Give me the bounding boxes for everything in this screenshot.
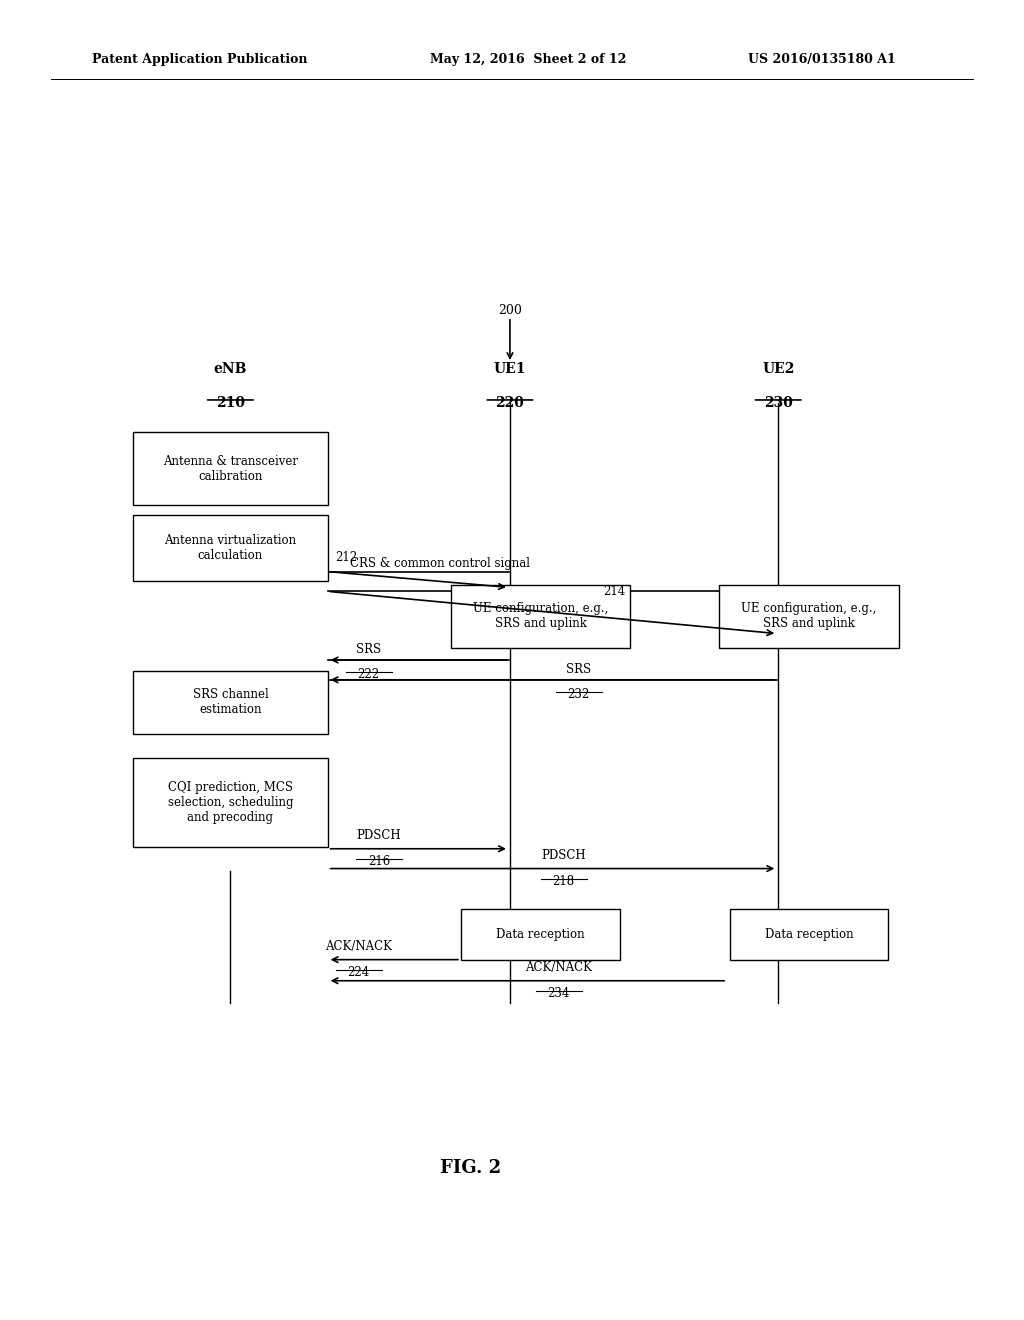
FancyBboxPatch shape	[729, 909, 889, 960]
Text: Data reception: Data reception	[497, 928, 585, 941]
FancyBboxPatch shape	[133, 515, 328, 581]
Text: 214: 214	[603, 585, 626, 598]
Text: 234: 234	[547, 987, 569, 1001]
Text: SRS: SRS	[566, 663, 591, 676]
Text: 200: 200	[498, 304, 522, 317]
Text: CRS & common control signal: CRS & common control signal	[350, 557, 530, 570]
Text: 210: 210	[216, 396, 245, 411]
FancyBboxPatch shape	[133, 671, 328, 734]
Text: PDSCH: PDSCH	[541, 849, 586, 862]
Text: UE2: UE2	[762, 362, 795, 376]
Text: eNB: eNB	[214, 362, 247, 376]
Text: 224: 224	[347, 966, 370, 979]
Text: 220: 220	[496, 396, 524, 411]
Text: 232: 232	[567, 688, 590, 701]
Text: UE1: UE1	[494, 362, 526, 376]
Text: FIG. 2: FIG. 2	[440, 1159, 502, 1177]
Text: CQI prediction, MCS
selection, scheduling
and precoding: CQI prediction, MCS selection, schedulin…	[168, 781, 293, 824]
Text: 216: 216	[368, 855, 390, 869]
Text: SRS channel
estimation: SRS channel estimation	[193, 688, 268, 717]
FancyBboxPatch shape	[133, 758, 328, 847]
Text: US 2016/0135180 A1: US 2016/0135180 A1	[748, 53, 895, 66]
Text: May 12, 2016  Sheet 2 of 12: May 12, 2016 Sheet 2 of 12	[430, 53, 627, 66]
Text: Data reception: Data reception	[765, 928, 853, 941]
Text: UE configuration, e.g.,
SRS and uplink: UE configuration, e.g., SRS and uplink	[473, 602, 608, 631]
Text: UE configuration, e.g.,
SRS and uplink: UE configuration, e.g., SRS and uplink	[741, 602, 877, 631]
FancyBboxPatch shape	[133, 432, 328, 504]
FancyBboxPatch shape	[451, 585, 630, 648]
Text: ACK/NACK: ACK/NACK	[325, 940, 392, 953]
Text: PDSCH: PDSCH	[356, 829, 401, 842]
FancyBboxPatch shape	[719, 585, 899, 648]
FancyBboxPatch shape	[461, 909, 621, 960]
Text: Antenna virtualization
calculation: Antenna virtualization calculation	[164, 533, 297, 562]
Text: Patent Application Publication: Patent Application Publication	[92, 53, 307, 66]
Text: 222: 222	[357, 668, 380, 681]
Text: Antenna & transceiver
calibration: Antenna & transceiver calibration	[163, 454, 298, 483]
Text: 212: 212	[335, 550, 357, 564]
Text: 230: 230	[764, 396, 793, 411]
Text: 218: 218	[552, 875, 574, 888]
Text: SRS: SRS	[356, 643, 381, 656]
Text: ACK/NACK: ACK/NACK	[524, 961, 592, 974]
